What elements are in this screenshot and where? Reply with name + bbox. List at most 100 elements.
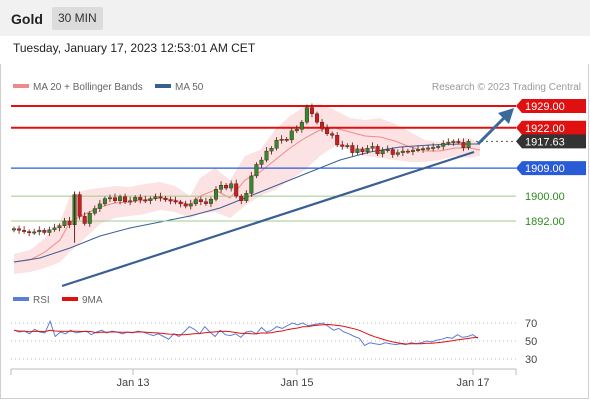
candle (133, 195, 138, 203)
candle (148, 196, 153, 205)
timeframe-badge[interactable]: 30 MIN (52, 7, 103, 30)
candle (254, 162, 259, 179)
candle (32, 228, 37, 235)
candle (340, 140, 345, 150)
candle (320, 119, 325, 132)
candle (22, 226, 27, 234)
candle (370, 142, 375, 152)
candle (112, 193, 117, 203)
candle (355, 144, 360, 155)
candle (405, 148, 410, 154)
candle (426, 144, 431, 151)
candle (67, 216, 72, 229)
candle (234, 179, 239, 199)
level-label: 1917.63 (525, 136, 565, 148)
level-label: 1909.00 (525, 163, 565, 175)
target-arrow-shaft (476, 114, 508, 146)
ma50-legend-label: MA 50 (175, 82, 204, 93)
candle (304, 104, 309, 125)
candle (52, 223, 57, 232)
candle (97, 199, 102, 212)
candle (183, 200, 188, 209)
candle (27, 229, 32, 237)
bollinger-band (14, 104, 480, 274)
candle (37, 226, 42, 236)
candle (315, 111, 320, 125)
candle (47, 226, 52, 236)
candle (87, 211, 92, 227)
candle (244, 190, 249, 203)
candle (208, 197, 213, 208)
candle (193, 197, 198, 207)
top-bar: Gold 30 MIN (0, 0, 590, 36)
instrument-title: Gold (11, 11, 43, 27)
ma50-legend-swatch (155, 84, 171, 88)
candle (360, 146, 365, 156)
chart-frame (0, 64, 589, 399)
candle (213, 186, 218, 202)
level-tag-last (516, 134, 586, 149)
rsi-tick-label: 50 (525, 336, 537, 348)
candle (203, 197, 208, 206)
candle (118, 194, 123, 205)
candle (57, 223, 62, 232)
candle (274, 137, 279, 151)
candle (335, 132, 340, 148)
ma20-legend-label: MA 20 + Bollinger Bands (33, 82, 143, 93)
candle (42, 228, 47, 235)
candle (385, 145, 390, 153)
candle (350, 142, 355, 157)
candle (62, 217, 67, 228)
candle (441, 140, 446, 150)
rsi-ma-legend-label: 9MA (82, 295, 103, 306)
candle (229, 180, 234, 192)
x-tick-label: Jan 17 (456, 377, 489, 389)
candle (451, 139, 456, 146)
candle (390, 147, 395, 158)
candle (102, 196, 107, 207)
candle (309, 103, 314, 118)
candle (284, 137, 289, 143)
candle (345, 143, 350, 149)
candle (466, 139, 471, 150)
level-tag-support (516, 161, 586, 176)
candle (219, 181, 224, 193)
candle (264, 147, 269, 163)
candle (431, 143, 436, 152)
candle (259, 156, 264, 168)
candle (158, 192, 163, 202)
level-label: 1929.00 (525, 101, 565, 113)
level-tag-resistance (516, 120, 586, 135)
candle (178, 199, 183, 208)
candle (365, 145, 370, 154)
candle (410, 147, 415, 156)
candle (330, 131, 335, 139)
candle (107, 194, 112, 203)
candle (249, 171, 254, 197)
candle (436, 144, 441, 150)
candle (325, 124, 330, 136)
rsi-tick-label: 70 (525, 318, 537, 330)
candle (224, 183, 229, 191)
rsi-ma-line (13, 323, 479, 345)
candle (279, 135, 284, 144)
candle (92, 205, 97, 216)
candle (289, 127, 294, 144)
ma20-legend-swatch (13, 84, 29, 88)
rsi-legend-label: RSI (33, 295, 50, 306)
x-tick-label: Jan 15 (280, 377, 313, 389)
candle (269, 146, 274, 155)
support-trendline (61, 150, 475, 288)
candle (163, 195, 168, 203)
candle (395, 149, 400, 157)
candle (294, 125, 299, 134)
candle (421, 146, 426, 153)
candle (461, 138, 466, 152)
target-arrow-head (498, 108, 514, 124)
candle (77, 191, 82, 220)
candle (173, 196, 178, 205)
candle (375, 144, 380, 157)
candle (188, 199, 193, 210)
candle (416, 145, 421, 153)
